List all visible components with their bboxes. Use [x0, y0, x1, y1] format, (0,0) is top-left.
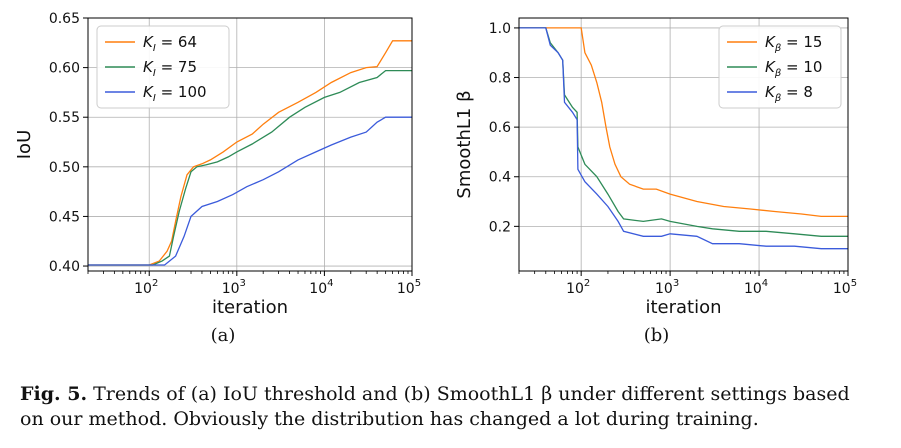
- series-line: [88, 69, 412, 266]
- y-tick-label: 0.45: [49, 209, 80, 225]
- x-tick-label: 104: [744, 278, 768, 297]
- x-tick-label: 105: [397, 278, 421, 297]
- y-tick-label: 0.50: [49, 160, 80, 176]
- y-tick-label: 0.8: [489, 71, 511, 87]
- legend-box: [718, 25, 842, 109]
- y-tick-label: 0.40: [49, 259, 80, 275]
- y-tick-label: 0.60: [49, 61, 80, 77]
- y-axis-label: SmoothL1 β: [454, 90, 475, 198]
- x-tick-label: 104: [309, 278, 333, 297]
- chart-panel-a: 102 103 104 105 0.40 0.45 0.50 0.55 0.60 0.65 iter…: [14, 11, 421, 346]
- caption-line-2: on our method. Obviously the distributio…: [20, 408, 759, 430]
- y-tick-label: 0.65: [49, 11, 80, 27]
- x-tick-label: 102: [134, 278, 158, 297]
- y-axis-label: IoU: [14, 130, 35, 160]
- series-line: [519, 27, 848, 218]
- y-tick-label: 0.55: [49, 110, 80, 126]
- chart-panel-b: 102 103 104 105 0.2 0.4 0.6 0.8 1.0 iteration Smoo…: [454, 17, 857, 346]
- caption-text-1: Trends of (a) IoU threshold and (b) Smoo…: [87, 383, 850, 405]
- caption-label: Fig. 5.: [20, 383, 88, 405]
- legend-box: [96, 25, 230, 109]
- y-tick-label: 0.2: [489, 219, 511, 235]
- x-axis-label: iteration: [645, 297, 721, 318]
- legend-label: KI = 75: [143, 58, 197, 79]
- x-tick-label: 103: [655, 278, 679, 297]
- legend-label: Kβ = 15: [765, 33, 822, 54]
- x-axis-label: iteration: [212, 297, 288, 318]
- legend-label: Kβ = 10: [765, 58, 822, 79]
- x-tick-label: 102: [566, 278, 590, 297]
- plot-frame: [518, 17, 849, 272]
- series-line: [88, 116, 412, 266]
- legend-label: Kβ = 8: [765, 83, 813, 104]
- legend-label: KI = 100: [143, 83, 207, 104]
- series-line: [88, 40, 412, 266]
- panel-label: (b): [644, 325, 670, 346]
- y-tick-label: 0.4: [489, 170, 511, 186]
- legend-label: KI = 64: [143, 33, 197, 54]
- plot-frame: [87, 17, 413, 272]
- caption-line-1: Fig. 5. Trends of (a) IoU threshold and …: [20, 382, 890, 407]
- panel-label: (a): [211, 325, 236, 346]
- y-tick-label: 0.6: [489, 120, 511, 136]
- x-tick-label: 103: [222, 278, 246, 297]
- figure-caption: Fig. 5. Trends of (a) IoU threshold and …: [20, 382, 890, 432]
- x-tick-label: 105: [833, 278, 857, 297]
- series-line: [519, 27, 848, 250]
- y-tick-label: 1.0: [489, 21, 511, 37]
